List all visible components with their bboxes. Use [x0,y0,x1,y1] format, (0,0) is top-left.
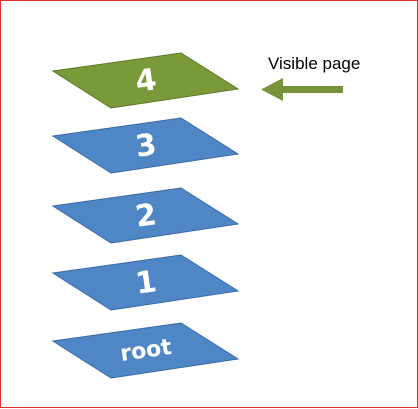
page-tile-4-shape [51,52,240,109]
page-tile-3-shape [51,117,240,174]
page-tile-1-shape [51,254,240,311]
page-tile-1-label: 1 [133,264,159,302]
page-tile-root: root [51,322,240,379]
page-tile-1: 1 [51,254,240,311]
page-tile-2-label: 2 [133,197,159,235]
page-tile-4: 4 [51,52,240,109]
page-tile-4-label: 4 [133,62,159,100]
page-tile-2: 2 [51,187,240,244]
visible-page-arrow-icon [261,78,343,101]
visible-page-label: Visible page [268,54,360,73]
page-tile-3-label: 3 [133,127,159,165]
page-tile-3: 3 [51,117,240,174]
page-tile-2-shape [51,187,240,244]
arrow-head [261,78,283,101]
page-tile-root-shape [51,322,240,379]
arrow-shaft [281,86,343,93]
